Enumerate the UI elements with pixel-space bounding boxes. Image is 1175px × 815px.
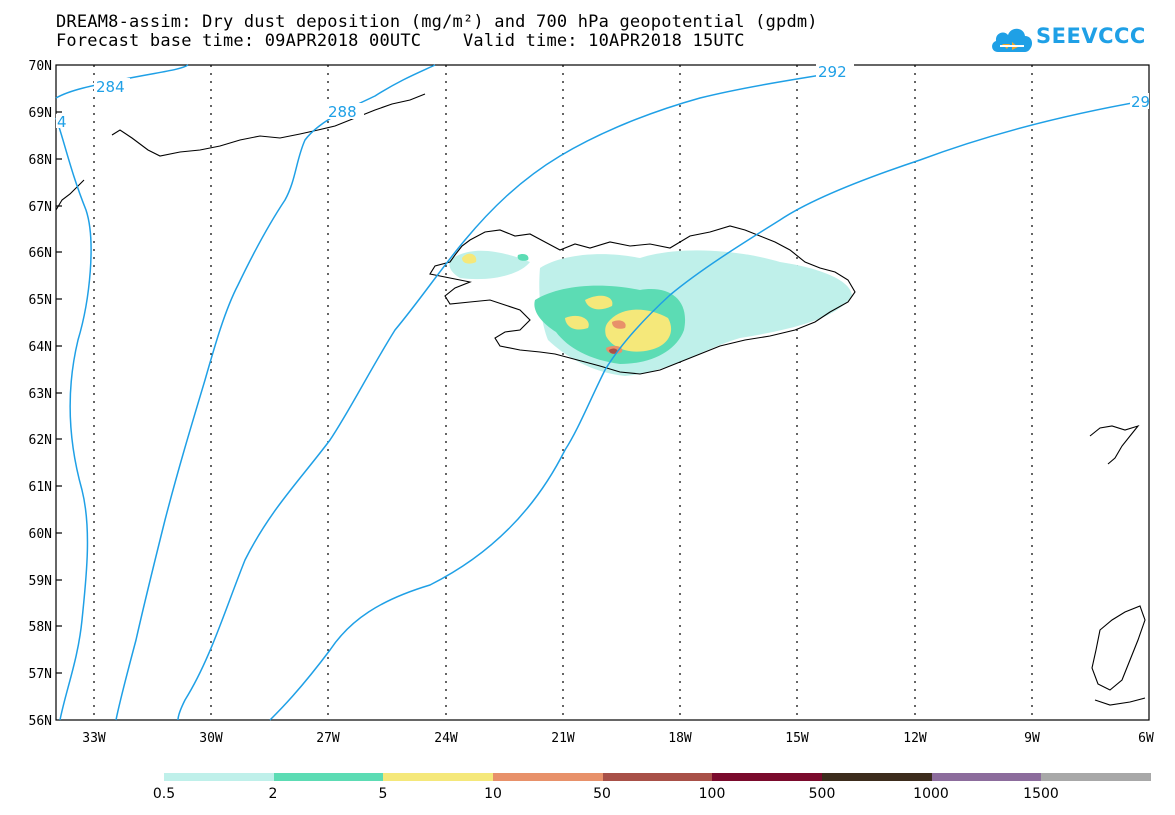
lon-label: 24W <box>434 731 458 746</box>
lat-label: 61N <box>29 480 52 495</box>
lat-label: 62N <box>29 433 52 448</box>
colorbar-label: 1500 <box>1023 786 1059 802</box>
lat-label: 58N <box>29 620 52 635</box>
longitude-gridlines <box>93 65 1033 720</box>
lat-label: 69N <box>29 106 52 121</box>
latitude-labels: 70N 69N 68N 67N 66N 65N 64N 63N 62N 61N … <box>29 59 52 729</box>
contour-label-292: 292 <box>818 63 847 81</box>
lat-label: 63N <box>29 387 52 402</box>
colorbar-swatch <box>602 773 713 781</box>
lat-label: 70N <box>29 59 52 74</box>
scotland-coastline <box>1091 605 1146 691</box>
contour-284 <box>55 117 92 721</box>
colorbar-label: 50 <box>593 786 611 802</box>
contour-label-288: 288 <box>328 103 357 121</box>
lon-label: 27W <box>316 731 340 746</box>
colorbar-label: 5 <box>378 786 388 802</box>
colorbar-swatch <box>931 773 1042 781</box>
lon-label: 6W <box>1138 731 1154 746</box>
lat-label: 65N <box>29 293 52 308</box>
lat-label: 59N <box>29 574 52 589</box>
colorbar-label: 2 <box>268 786 278 802</box>
map-frame <box>55 64 1150 721</box>
geopotential-contours <box>55 64 1150 721</box>
colorbar-swatch <box>712 773 823 781</box>
dust-level-10 <box>612 320 626 329</box>
contour-292 <box>177 71 841 721</box>
lat-label: 67N <box>29 200 52 215</box>
colorbar-swatch <box>1041 773 1152 781</box>
lat-label: 68N <box>29 153 52 168</box>
contour-label-284: 284 <box>96 78 125 96</box>
logo-text: SEEVCCC <box>1036 24 1146 48</box>
colorbar-label: 500 <box>808 786 836 802</box>
lon-label: 15W <box>785 731 809 746</box>
colorbar-swatch <box>273 773 384 781</box>
colorbar-swatch <box>493 773 603 781</box>
colorbar-swatch <box>383 773 494 781</box>
lat-label: 56N <box>29 714 52 729</box>
lat-label: 66N <box>29 246 52 261</box>
dust-level-0-5-west <box>449 250 530 280</box>
longitude-labels: 33W 30W 27W 24W 21W 18W 15W 12W 9W 6W <box>82 731 1154 746</box>
cloud-icon <box>992 28 1033 52</box>
greenland-east-coastline <box>55 179 85 211</box>
lon-label: 30W <box>199 731 223 746</box>
dust-level-5 <box>585 295 613 310</box>
lon-label: 12W <box>903 731 927 746</box>
lon-label: 21W <box>551 731 575 746</box>
contour-label-284-edge: 4 <box>57 113 67 131</box>
contour-label-296: 29 <box>1131 93 1150 111</box>
scotland-south-coastline <box>1094 697 1146 706</box>
lat-label: 60N <box>29 527 52 542</box>
colorbar <box>164 773 1152 781</box>
dust-deposition-shading <box>449 250 852 376</box>
lon-label: 18W <box>668 731 692 746</box>
faroe-islands-coastline <box>1089 424 1140 465</box>
seevccc-logo: SEEVCCC <box>990 22 1150 58</box>
lat-label: 57N <box>29 667 52 682</box>
coastlines <box>55 93 1146 706</box>
greenland-coastline <box>111 93 426 157</box>
colorbar-label: 10 <box>484 786 502 802</box>
colorbar-swatch <box>822 773 932 781</box>
colorbar-label: 100 <box>698 786 726 802</box>
lon-label: 9W <box>1024 731 1040 746</box>
iceland-coastline <box>429 225 856 375</box>
colorbar-label: 0.5 <box>152 786 176 802</box>
contour-296 <box>269 99 1150 721</box>
map-title: DREAM8-assim: Dry dust deposition (mg/m²… <box>56 12 818 32</box>
dust-level-50 <box>609 348 618 354</box>
map-subtitle: Forecast base time: 09APR2018 00UTC Vali… <box>56 31 745 51</box>
lon-label: 33W <box>82 731 106 746</box>
lat-label: 64N <box>29 340 52 355</box>
colorbar-swatch <box>164 773 274 781</box>
contour-288 <box>115 64 436 721</box>
latitude-ticks <box>56 111 62 674</box>
contour-labels: 284 288 292 29 4 <box>56 63 1150 131</box>
colorbar-label: 1000 <box>913 786 949 802</box>
